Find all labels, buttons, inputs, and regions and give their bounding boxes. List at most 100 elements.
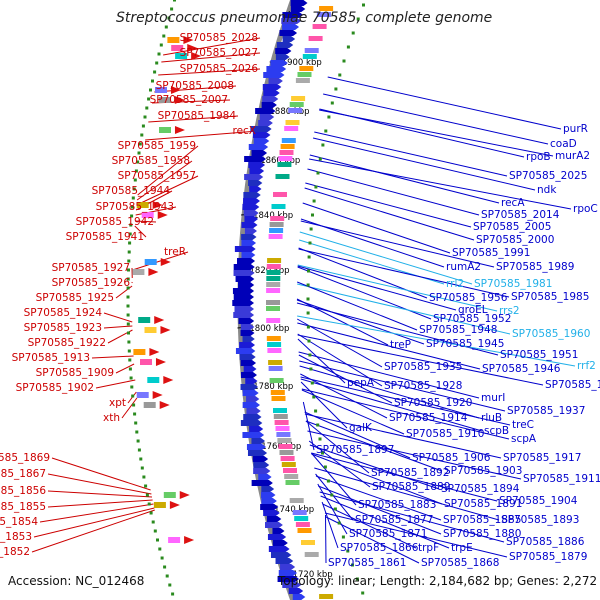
cog-block bbox=[308, 36, 323, 41]
right-leader-line bbox=[324, 512, 508, 558]
gene-arrow bbox=[261, 498, 277, 504]
gc-dot bbox=[145, 493, 149, 497]
right-leader-line bbox=[298, 351, 480, 399]
gc-dot bbox=[127, 259, 131, 263]
right-gene-label: murA2 bbox=[555, 150, 590, 162]
gene-arrow bbox=[260, 504, 279, 510]
gene-arrow bbox=[279, 30, 298, 36]
gene-arrow bbox=[259, 114, 275, 120]
gene-arrow bbox=[270, 552, 292, 558]
right-gene-label: SP70585_1903 bbox=[444, 465, 522, 477]
left-gene-label: SP70585_1852 bbox=[0, 546, 30, 558]
cog-block bbox=[279, 450, 294, 455]
cog-block bbox=[302, 54, 317, 59]
gene-arrow bbox=[243, 210, 259, 216]
right-gene-label: SP70585_1920 bbox=[394, 397, 472, 409]
gene-arrow bbox=[246, 444, 267, 450]
gc-dot bbox=[307, 269, 310, 273]
gc-dot bbox=[327, 115, 331, 119]
gc-dot bbox=[158, 547, 162, 551]
cog-block bbox=[167, 37, 180, 43]
gc-dot bbox=[157, 52, 161, 56]
cog-block bbox=[275, 426, 290, 431]
gene-arrow bbox=[268, 546, 290, 552]
gc-dot bbox=[153, 70, 157, 74]
cog-block bbox=[266, 318, 281, 323]
gc-dot bbox=[141, 124, 145, 128]
right-leader-line bbox=[302, 401, 315, 451]
left-gene-labels: SP70585_2028 SP70585_2027 SP70585_2026 SP70… bbox=[0, 32, 258, 558]
gene-arrow bbox=[233, 270, 255, 276]
cog-block bbox=[312, 24, 327, 29]
cog-block bbox=[292, 510, 307, 515]
right-gene-label: SP70585_1889 bbox=[372, 481, 450, 493]
right-gene-label: purR bbox=[563, 123, 588, 135]
gc-dot bbox=[338, 73, 342, 77]
left-gene-label: xth bbox=[103, 412, 120, 424]
right-leader-line bbox=[325, 516, 420, 564]
gc-dot bbox=[127, 340, 131, 344]
right-gene-label: SP70585_1879 bbox=[509, 551, 587, 563]
right-leader-line bbox=[320, 495, 450, 549]
cog-block bbox=[295, 522, 310, 527]
left-leader-line bbox=[31, 509, 155, 553]
gc-dot bbox=[126, 304, 130, 308]
gene-arrow bbox=[267, 534, 287, 540]
right-gene-label: rrf2 bbox=[577, 360, 596, 372]
cog-block bbox=[136, 202, 149, 208]
gc-dot bbox=[128, 358, 132, 362]
gene-arrow bbox=[248, 162, 266, 168]
gene-arrow bbox=[276, 42, 294, 48]
gene-arrow bbox=[233, 264, 255, 270]
right-gene-label: SP70585_1951 bbox=[500, 349, 578, 361]
cog-block bbox=[270, 390, 285, 395]
left-gene-label: SP70585_1958 bbox=[112, 155, 190, 167]
gc-dot bbox=[307, 255, 311, 259]
gene-arrow bbox=[232, 288, 255, 294]
gene-arrow bbox=[240, 330, 255, 336]
right-gene-label: galK bbox=[349, 422, 373, 434]
right-gene-label: SP70585_1880 bbox=[443, 528, 521, 540]
cog-block bbox=[266, 282, 281, 287]
right-gene-label: SP70585_1935 bbox=[384, 361, 462, 373]
cog-block bbox=[301, 540, 315, 545]
gc-dot bbox=[323, 465, 327, 469]
left-leader-line bbox=[132, 251, 189, 271]
right-leader-line bbox=[304, 413, 502, 459]
gc-dot bbox=[310, 381, 314, 385]
gene-arrow bbox=[242, 390, 259, 396]
cog-block bbox=[144, 327, 157, 333]
gc-dot bbox=[128, 232, 132, 236]
right-gene-label: SP70585_1991 bbox=[452, 247, 530, 259]
left-gene-label: SP70585_1867 bbox=[0, 468, 46, 480]
right-gene-label: SP70585_1893 bbox=[501, 514, 579, 526]
right-leader-line bbox=[297, 338, 346, 384]
gene-arrow bbox=[234, 306, 255, 312]
reverse-gene-arrow bbox=[160, 258, 171, 266]
right-leader-line bbox=[296, 299, 425, 345]
cog-block bbox=[268, 360, 283, 365]
left-gene-label: SP70585_1869 bbox=[0, 452, 50, 464]
cog-block bbox=[284, 126, 299, 131]
cog-block bbox=[316, 12, 331, 17]
cog-block bbox=[291, 96, 306, 101]
reverse-gene-arrow bbox=[187, 44, 198, 52]
gc-dot bbox=[309, 227, 313, 231]
cog-block bbox=[319, 6, 334, 11]
gc-dot bbox=[126, 313, 130, 317]
gc-dot bbox=[132, 403, 136, 407]
gene-arrow bbox=[239, 342, 256, 348]
cog-block bbox=[144, 259, 157, 265]
gc-dot bbox=[173, 0, 176, 2]
gene-arrow bbox=[244, 216, 259, 222]
left-gene-label: SP70585_2007 bbox=[150, 94, 228, 106]
left-gene-label: SP70585_1856 bbox=[0, 485, 46, 497]
cog-block bbox=[289, 102, 304, 107]
gc-dot bbox=[153, 529, 157, 533]
right-leader-line bbox=[323, 93, 549, 145]
right-gene-label: SP70585_2000 bbox=[476, 234, 554, 246]
right-leader-line bbox=[299, 360, 506, 412]
gc-dot bbox=[133, 412, 137, 416]
cog-block bbox=[163, 492, 176, 498]
